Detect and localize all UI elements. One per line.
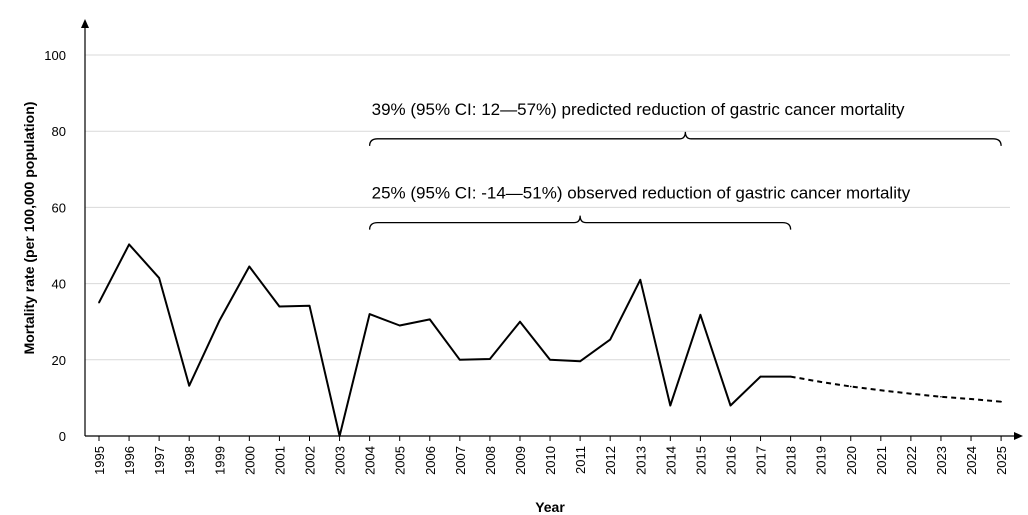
x-axis-arrow <box>1014 432 1023 440</box>
axes <box>81 19 1023 441</box>
data-point <box>338 435 341 437</box>
x-tick-label: 2019 <box>814 446 829 475</box>
data-point <box>248 265 251 268</box>
x-tick-label: 1995 <box>92 446 107 475</box>
data-point <box>128 243 130 246</box>
data-point <box>970 398 972 400</box>
x-tick-label: 2023 <box>934 446 949 475</box>
data-point <box>699 314 702 316</box>
x-tick-label: 2006 <box>423 446 438 475</box>
data-point <box>789 375 792 378</box>
x-tick-label: 1998 <box>182 446 197 475</box>
y-tick-label: 80 <box>52 124 66 139</box>
y-axis-title: Mortality rate (per 100,000 population) <box>21 102 37 355</box>
data-point <box>519 320 521 323</box>
data-point <box>158 277 160 279</box>
data-point <box>609 338 611 341</box>
data-point <box>579 360 581 363</box>
x-tick-label: 2017 <box>754 446 769 475</box>
x-tick-label: 1999 <box>212 446 227 475</box>
x-tick-label: 2021 <box>874 446 889 475</box>
x-tick-label: 2004 <box>363 446 378 475</box>
data-point <box>759 375 762 378</box>
x-tick-label: 2024 <box>964 446 979 475</box>
x-tick-label: 2007 <box>453 446 468 475</box>
x-tick-label: 2014 <box>663 446 678 475</box>
y-tick-label: 60 <box>52 200 66 215</box>
annotations: 39% (95% CI: 12—57%) predicted reduction… <box>368 100 1002 230</box>
data-point <box>308 304 311 307</box>
data-point <box>1000 400 1002 403</box>
data-point <box>669 404 672 407</box>
data-point <box>729 404 732 407</box>
x-tick-label: 2009 <box>513 446 528 475</box>
annotation-text: 39% (95% CI: 12—57%) predicted reduction… <box>372 100 905 119</box>
data-point <box>188 384 191 387</box>
data-point <box>819 381 822 383</box>
data-series <box>98 243 1002 437</box>
x-tick-label: 2002 <box>302 446 317 475</box>
observed-mortality-line <box>98 243 791 437</box>
data-point <box>278 305 281 308</box>
data-point <box>849 385 852 388</box>
x-tick-label: 2025 <box>994 446 1009 475</box>
data-point <box>940 395 942 398</box>
x-tick-labels: 1995 1996 1997 1998 1999 2000 2001 2002 2003 2004… <box>92 446 1009 475</box>
y-tick-label: 100 <box>44 48 66 63</box>
x-tick-label: 2010 <box>543 446 558 475</box>
x-tick-label: 2016 <box>723 446 738 475</box>
y-tick-label: 40 <box>52 277 66 292</box>
annotation-text: 25% (95% CI: -14—51%) observed reduction… <box>372 184 911 203</box>
x-tick-label: 1997 <box>152 446 167 475</box>
x-tick-label: 2022 <box>904 446 919 475</box>
x-tick-label: 2012 <box>603 446 618 475</box>
data-point <box>428 318 431 321</box>
x-tick-label: 2013 <box>633 446 648 475</box>
y-tick-label: 0 <box>59 429 66 444</box>
predicted-trend-line <box>790 375 1002 403</box>
annotation-brace <box>368 131 1002 146</box>
x-tick-label: 2020 <box>844 446 859 475</box>
x-tick-label: 2011 <box>573 446 588 474</box>
data-point <box>880 389 882 392</box>
data-point <box>459 359 461 361</box>
y-axis-arrow <box>81 19 89 28</box>
x-tick-label: 2018 <box>784 446 799 475</box>
x-tick-label: 2015 <box>693 446 708 475</box>
data-point <box>489 358 491 360</box>
data-point <box>398 324 401 327</box>
x-tick-label: 2005 <box>393 446 408 475</box>
x-tick-label: 2000 <box>242 446 257 475</box>
data-point <box>549 359 551 361</box>
data-point <box>639 278 642 281</box>
y-tick-labels: 0 20 40 60 80 100 <box>44 48 66 444</box>
data-point <box>368 313 371 315</box>
annotation-brace <box>368 215 792 230</box>
x-axis-title: Year <box>535 499 565 515</box>
x-tick-label: 2001 <box>272 446 287 475</box>
data-point <box>218 320 221 322</box>
x-tick-label: 1996 <box>122 446 137 475</box>
y-tick-label: 20 <box>52 353 66 368</box>
data-point <box>98 301 100 304</box>
data-point <box>910 392 912 395</box>
x-tick-label: 2008 <box>483 446 498 475</box>
x-tick-label: 2003 <box>333 446 348 475</box>
